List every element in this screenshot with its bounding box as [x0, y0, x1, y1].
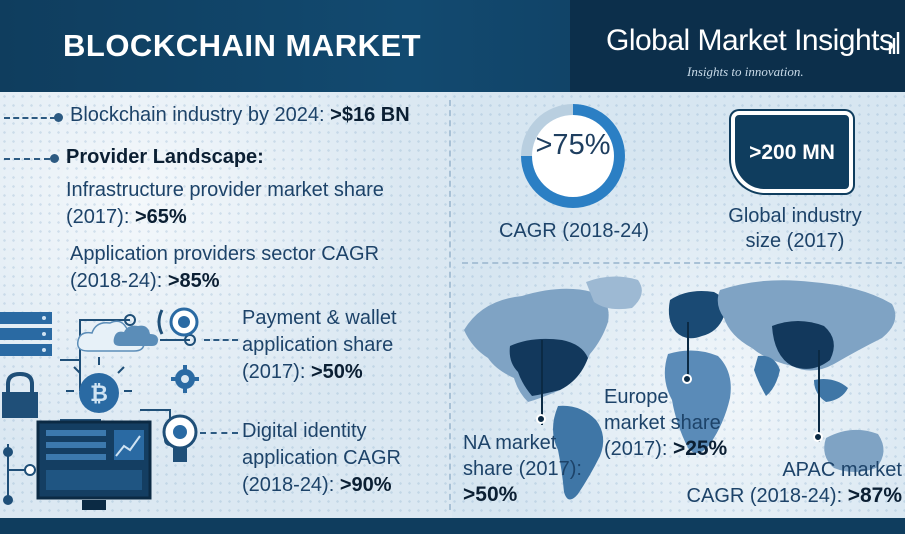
industry-stat: Blockchain industry by 2024: >$16 BN — [70, 102, 410, 129]
payment-value: >50% — [310, 361, 363, 383]
infra-value: >65% — [134, 206, 187, 228]
europe-stat: Europe market share (2017): >25% — [604, 384, 727, 462]
europe-pin-dot — [682, 374, 692, 384]
payment-line1: Payment & wallet — [242, 307, 397, 329]
apac-pin-dot — [813, 432, 823, 442]
digital-leader-line — [200, 432, 238, 434]
europe-pin-line — [687, 322, 689, 382]
infra-stat: Infrastructure provider market share (20… — [66, 177, 384, 231]
europe-line1: Europe — [604, 386, 669, 408]
industry-leader-line — [4, 117, 56, 119]
brand-tagline: Insights to innovation. — [687, 64, 804, 79]
digital-line3: (2018-24): — [242, 474, 340, 496]
app-stat: Application providers sector CAGR (2018-… — [70, 241, 379, 295]
infra-line1: Infrastructure provider market share — [66, 179, 384, 201]
monitor-icon — [36, 420, 152, 510]
app-value: >85% — [167, 270, 220, 292]
europe-line2: market share — [604, 412, 721, 434]
industry-value: >$16 BN — [330, 104, 410, 126]
na-line1: NA market — [463, 432, 557, 454]
provider-leader-line — [4, 158, 50, 160]
apac-line1: APAC market — [782, 459, 902, 481]
payment-stat: Payment & wallet application share (2017… — [242, 305, 397, 386]
digital-value: >90% — [339, 474, 392, 496]
payment-line3: (2017): — [242, 361, 311, 383]
na-line2: share (2017): — [463, 458, 582, 480]
europe-value: >25% — [672, 437, 728, 460]
app-line1: Application providers sector CAGR — [70, 243, 380, 265]
app-line2: (2018-24): — [70, 270, 168, 292]
world-map-icon — [464, 276, 896, 500]
cagr-value: >75% — [535, 129, 611, 161]
industry-size-label-line2: size (2017) — [745, 230, 845, 252]
cagr-label: CAGR (2018-24) — [498, 220, 650, 242]
digital-line2: application CAGR — [242, 447, 401, 469]
bitcoin-icon: ₿ — [66, 357, 132, 413]
svg-text:₿: ₿ — [90, 381, 108, 406]
brand-name: Global Market Insights — [606, 24, 894, 57]
industry-size-label-line1: Global industry — [728, 205, 862, 227]
payment-leader-line — [204, 339, 238, 341]
page-title: BLOCKCHAIN MARKET — [63, 28, 422, 63]
footer-bar — [0, 518, 905, 534]
target-icon — [157, 307, 199, 337]
horizontal-divider — [462, 262, 902, 264]
na-value: >50% — [463, 483, 518, 506]
cagr-ring-inner — [532, 115, 614, 197]
na-pin-line — [541, 340, 543, 425]
apac-pin-line — [818, 350, 820, 442]
lightbulb-icon — [162, 414, 198, 462]
industry-label: Blockchain industry by 2024: — [70, 104, 331, 126]
server-icon — [0, 312, 52, 356]
node-dots-icon — [3, 444, 36, 505]
cloud-small-icon — [113, 325, 158, 346]
digital-line1: Digital identity — [242, 420, 367, 442]
industry-leader-dot — [54, 113, 63, 122]
vertical-divider — [449, 100, 451, 510]
apac-stat: APAC market CAGR (2018-24): >87% — [666, 457, 902, 509]
header-banner: BLOCKCHAIN MARKET Global Market Insights… — [0, 0, 905, 92]
industry-size-label: Global industry size (2017) — [710, 204, 880, 254]
na-pin-dot — [536, 414, 546, 424]
brand-mark-icon — [888, 32, 900, 54]
cagr-ring-chart: >75% — [521, 104, 625, 208]
provider-heading: Provider Landscape: — [66, 146, 264, 168]
infra-line2: (2017): — [66, 206, 135, 228]
brand-block: Global Market Insights Insights to innov… — [570, 0, 905, 92]
payment-line2: application share — [242, 334, 394, 356]
industry-size-value: >200 MN — [749, 141, 835, 164]
apac-value: >87% — [847, 484, 902, 507]
gear-icon — [171, 365, 199, 393]
industry-size-badge: >200 MN — [731, 111, 853, 193]
apac-line2: CAGR (2018-24): — [686, 485, 848, 507]
padlock-icon — [2, 371, 38, 418]
europe-line3: (2017): — [604, 438, 673, 460]
na-stat: NA market share (2017): >50% — [463, 430, 582, 508]
provider-leader-dot — [50, 154, 59, 163]
digital-stat: Digital identity application CAGR (2018-… — [242, 418, 401, 499]
